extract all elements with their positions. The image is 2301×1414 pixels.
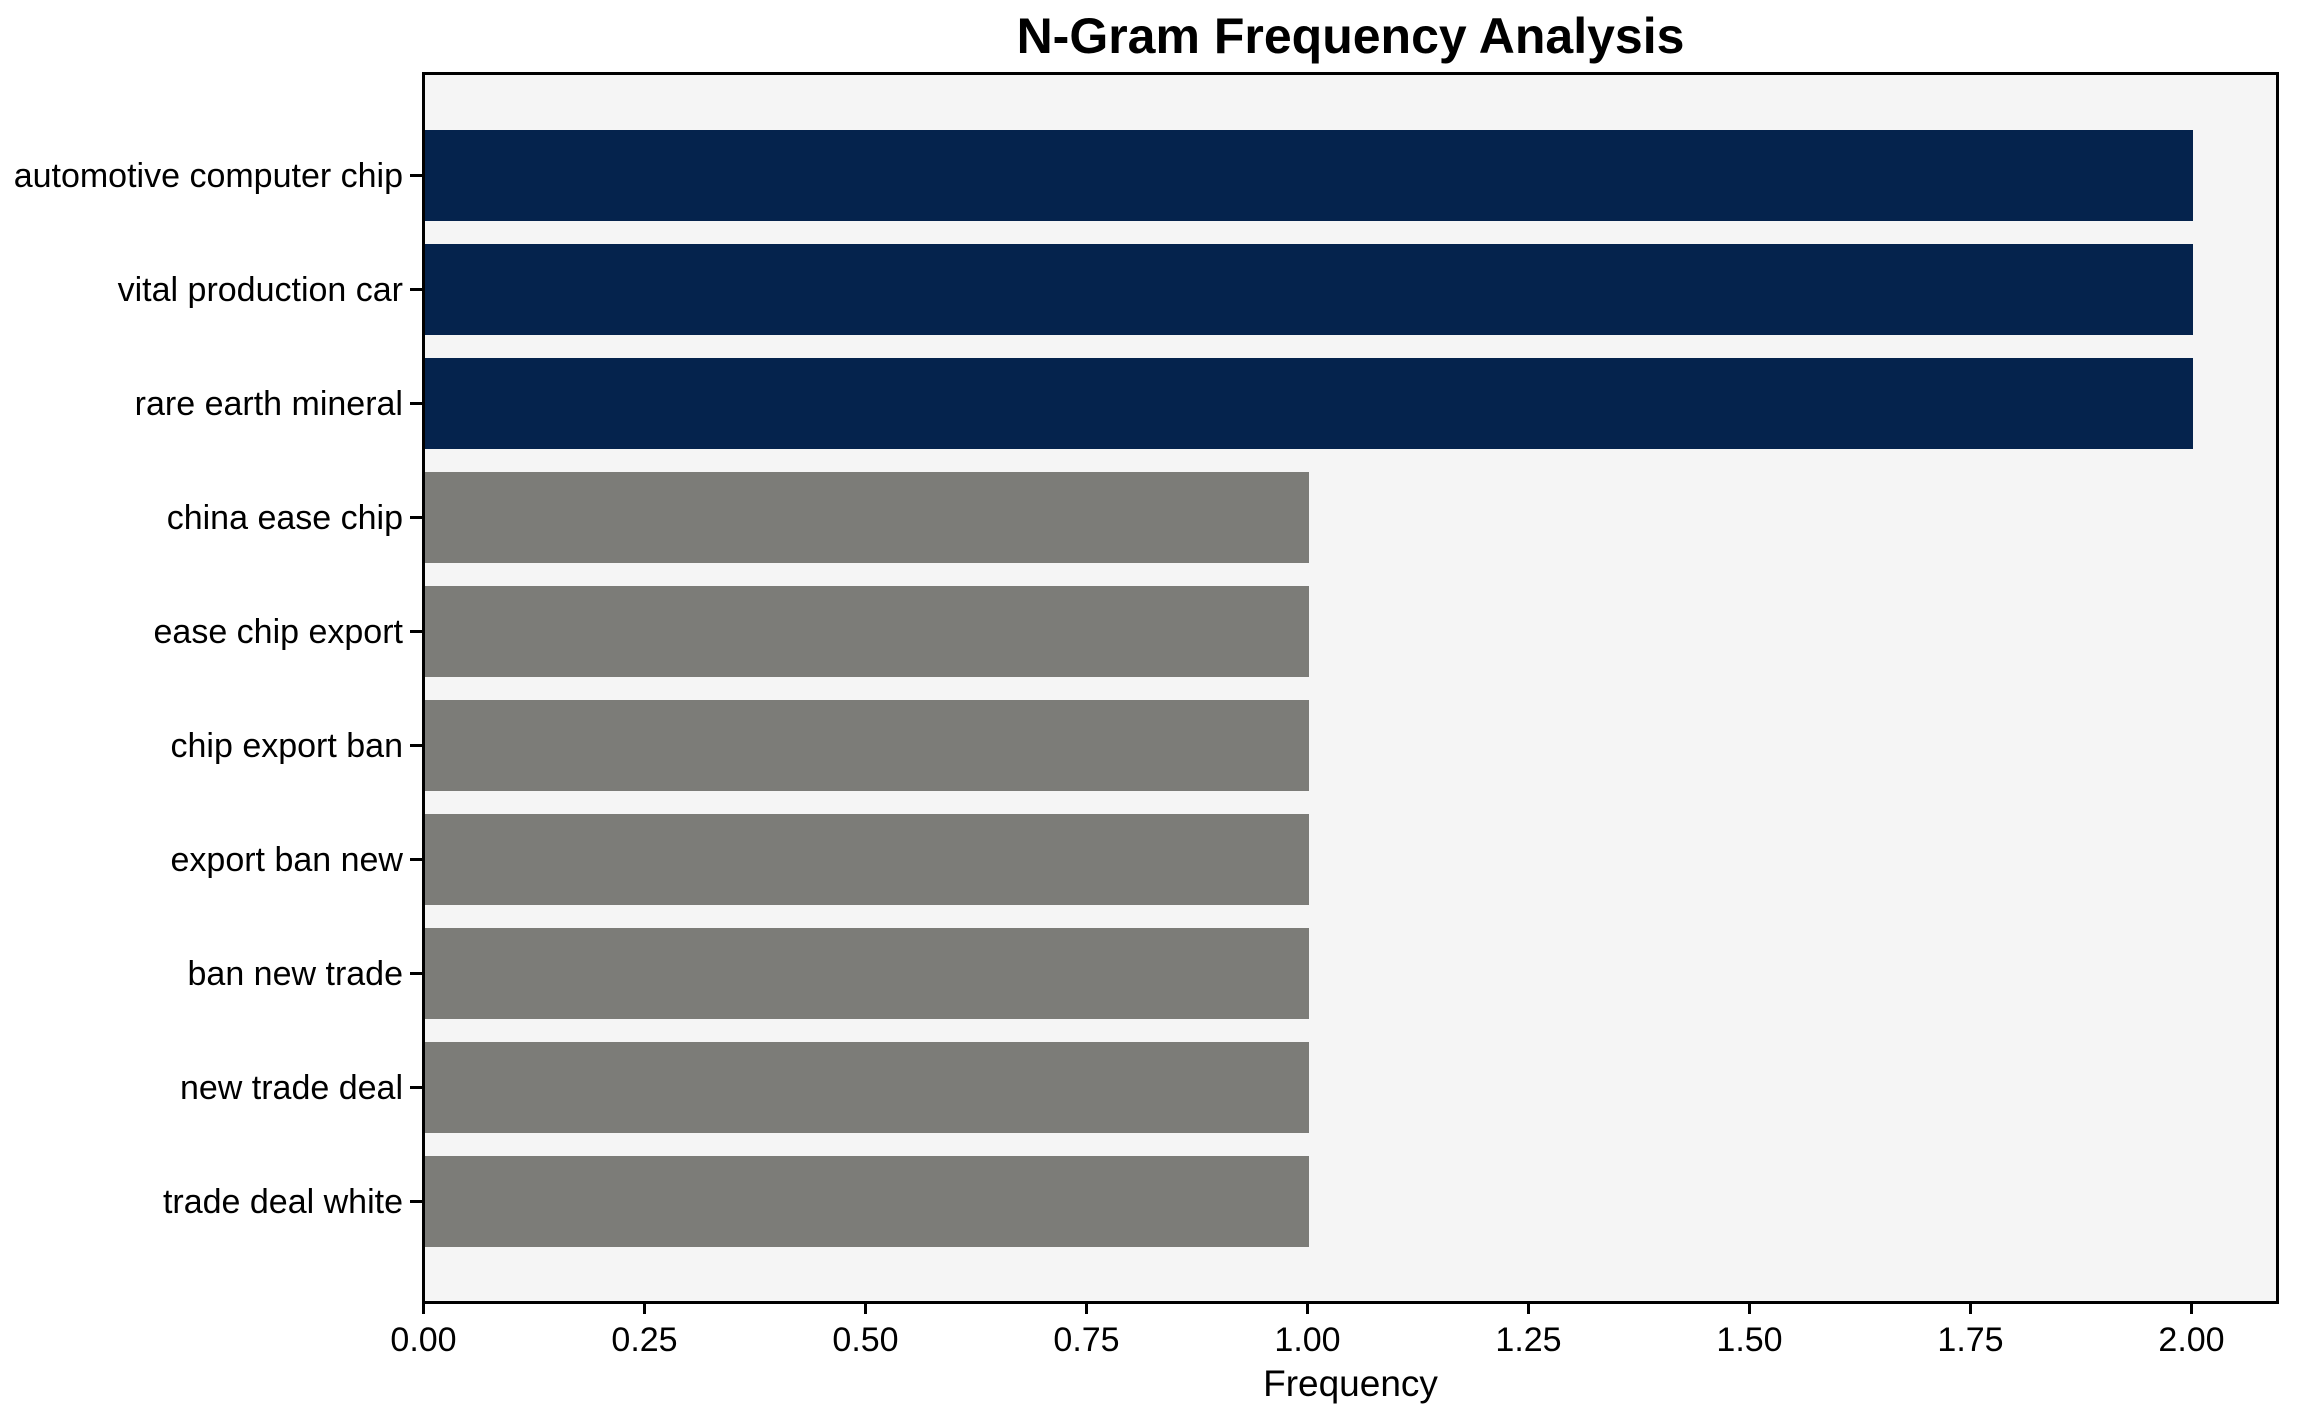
y-tick-mark (410, 516, 422, 519)
bar (425, 586, 1309, 677)
x-tick-label: 1.00 (1274, 1321, 1341, 1359)
y-tick-label: ease chip export (153, 612, 404, 651)
bar (425, 244, 2193, 335)
y-tick-mark (410, 1086, 422, 1089)
x-tick-mark (1748, 1303, 1751, 1314)
y-tick-label: rare earth mineral (134, 384, 403, 423)
bar (425, 928, 1309, 1019)
x-tick-label: 0.00 (390, 1321, 457, 1359)
bar (425, 358, 2193, 449)
y-tick-label: trade deal white (162, 1182, 403, 1221)
x-tick-mark (1527, 1303, 1530, 1314)
y-tick-label: chip export ban (170, 726, 404, 765)
x-tick-mark (2190, 1303, 2193, 1314)
bar (425, 814, 1309, 905)
x-tick-label: 1.50 (1716, 1321, 1783, 1359)
plot-area (422, 72, 2279, 1304)
bar (425, 472, 1309, 563)
x-tick-label: 0.25 (611, 1321, 678, 1359)
bar (425, 1042, 1309, 1133)
y-tick-mark (410, 288, 422, 291)
bar (425, 700, 1309, 791)
x-axis-title: Frequency (1263, 1363, 1438, 1404)
y-tick-label: china ease chip (166, 498, 403, 537)
y-tick-label: automotive computer chip (13, 156, 403, 195)
x-tick-mark (864, 1303, 867, 1314)
x-tick-label: 0.75 (1053, 1321, 1120, 1359)
y-tick-label: new trade deal (179, 1068, 403, 1107)
y-tick-mark (410, 402, 422, 405)
y-tick-label: ban new trade (187, 954, 404, 993)
y-tick-mark (410, 630, 422, 633)
x-tick-label: 2.00 (2158, 1321, 2225, 1359)
x-tick-label: 1.25 (1495, 1321, 1562, 1359)
y-tick-mark (410, 1200, 422, 1203)
y-tick-mark (410, 174, 422, 177)
bar (425, 1156, 1309, 1247)
y-tick-label: vital production car (117, 270, 403, 309)
y-tick-mark (410, 744, 422, 747)
x-tick-label: 0.50 (832, 1321, 899, 1359)
chart-title: N-Gram Frequency Analysis (1016, 8, 1685, 64)
y-tick-mark (410, 972, 422, 975)
bar (425, 130, 2193, 221)
y-tick-mark (410, 858, 422, 861)
x-tick-mark (1969, 1303, 1972, 1314)
x-tick-mark (643, 1303, 646, 1314)
x-tick-label: 1.75 (1937, 1321, 2004, 1359)
x-tick-mark (422, 1303, 425, 1314)
y-tick-label: export ban new (170, 840, 404, 879)
x-tick-mark (1085, 1303, 1088, 1314)
x-tick-mark (1306, 1303, 1309, 1314)
